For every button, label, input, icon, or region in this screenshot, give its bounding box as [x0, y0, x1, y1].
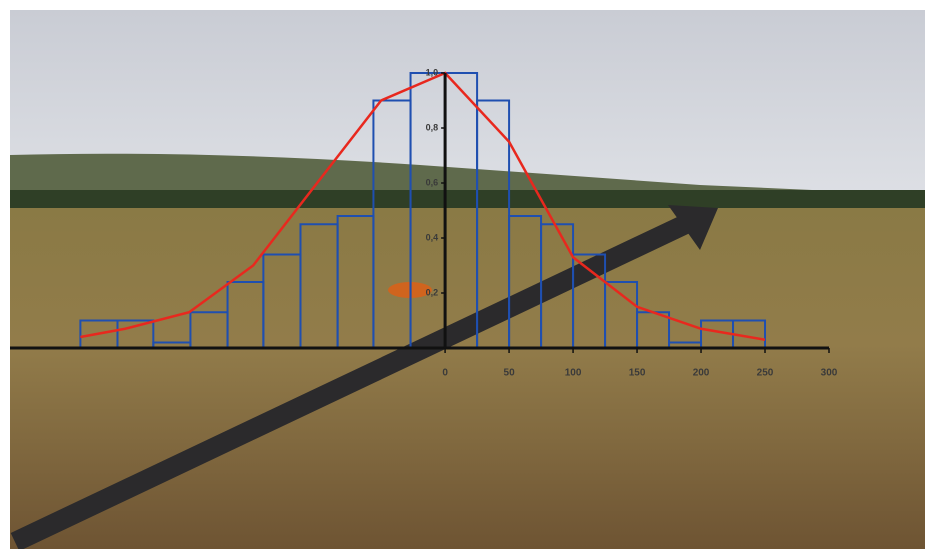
x-tick-label: 300: [821, 368, 838, 379]
y-tick-label: 0,6: [426, 177, 439, 187]
x-tick-label: 150: [629, 368, 646, 379]
page: {"chart_data": {"type": "histogram", "bi…: [0, 0, 928, 549]
x-tick-label: 0: [442, 368, 448, 379]
y-tick-label: 0,4: [426, 232, 439, 242]
y-tick-label: 1,0: [426, 67, 439, 77]
x-tick-label: 100: [565, 368, 582, 379]
y-tick-label: 0,8: [426, 122, 439, 132]
x-tick-label: 250: [757, 368, 774, 379]
x-tick-label: 50: [504, 368, 516, 379]
x-tick-label: 200: [693, 368, 710, 379]
photo-background: [10, 10, 925, 549]
y-tick-label: 0,2: [426, 287, 439, 297]
chart: 0 50 100 150 200 250 300 0,2 0,4 0,6 0,8 1,0: [0, 0, 928, 549]
